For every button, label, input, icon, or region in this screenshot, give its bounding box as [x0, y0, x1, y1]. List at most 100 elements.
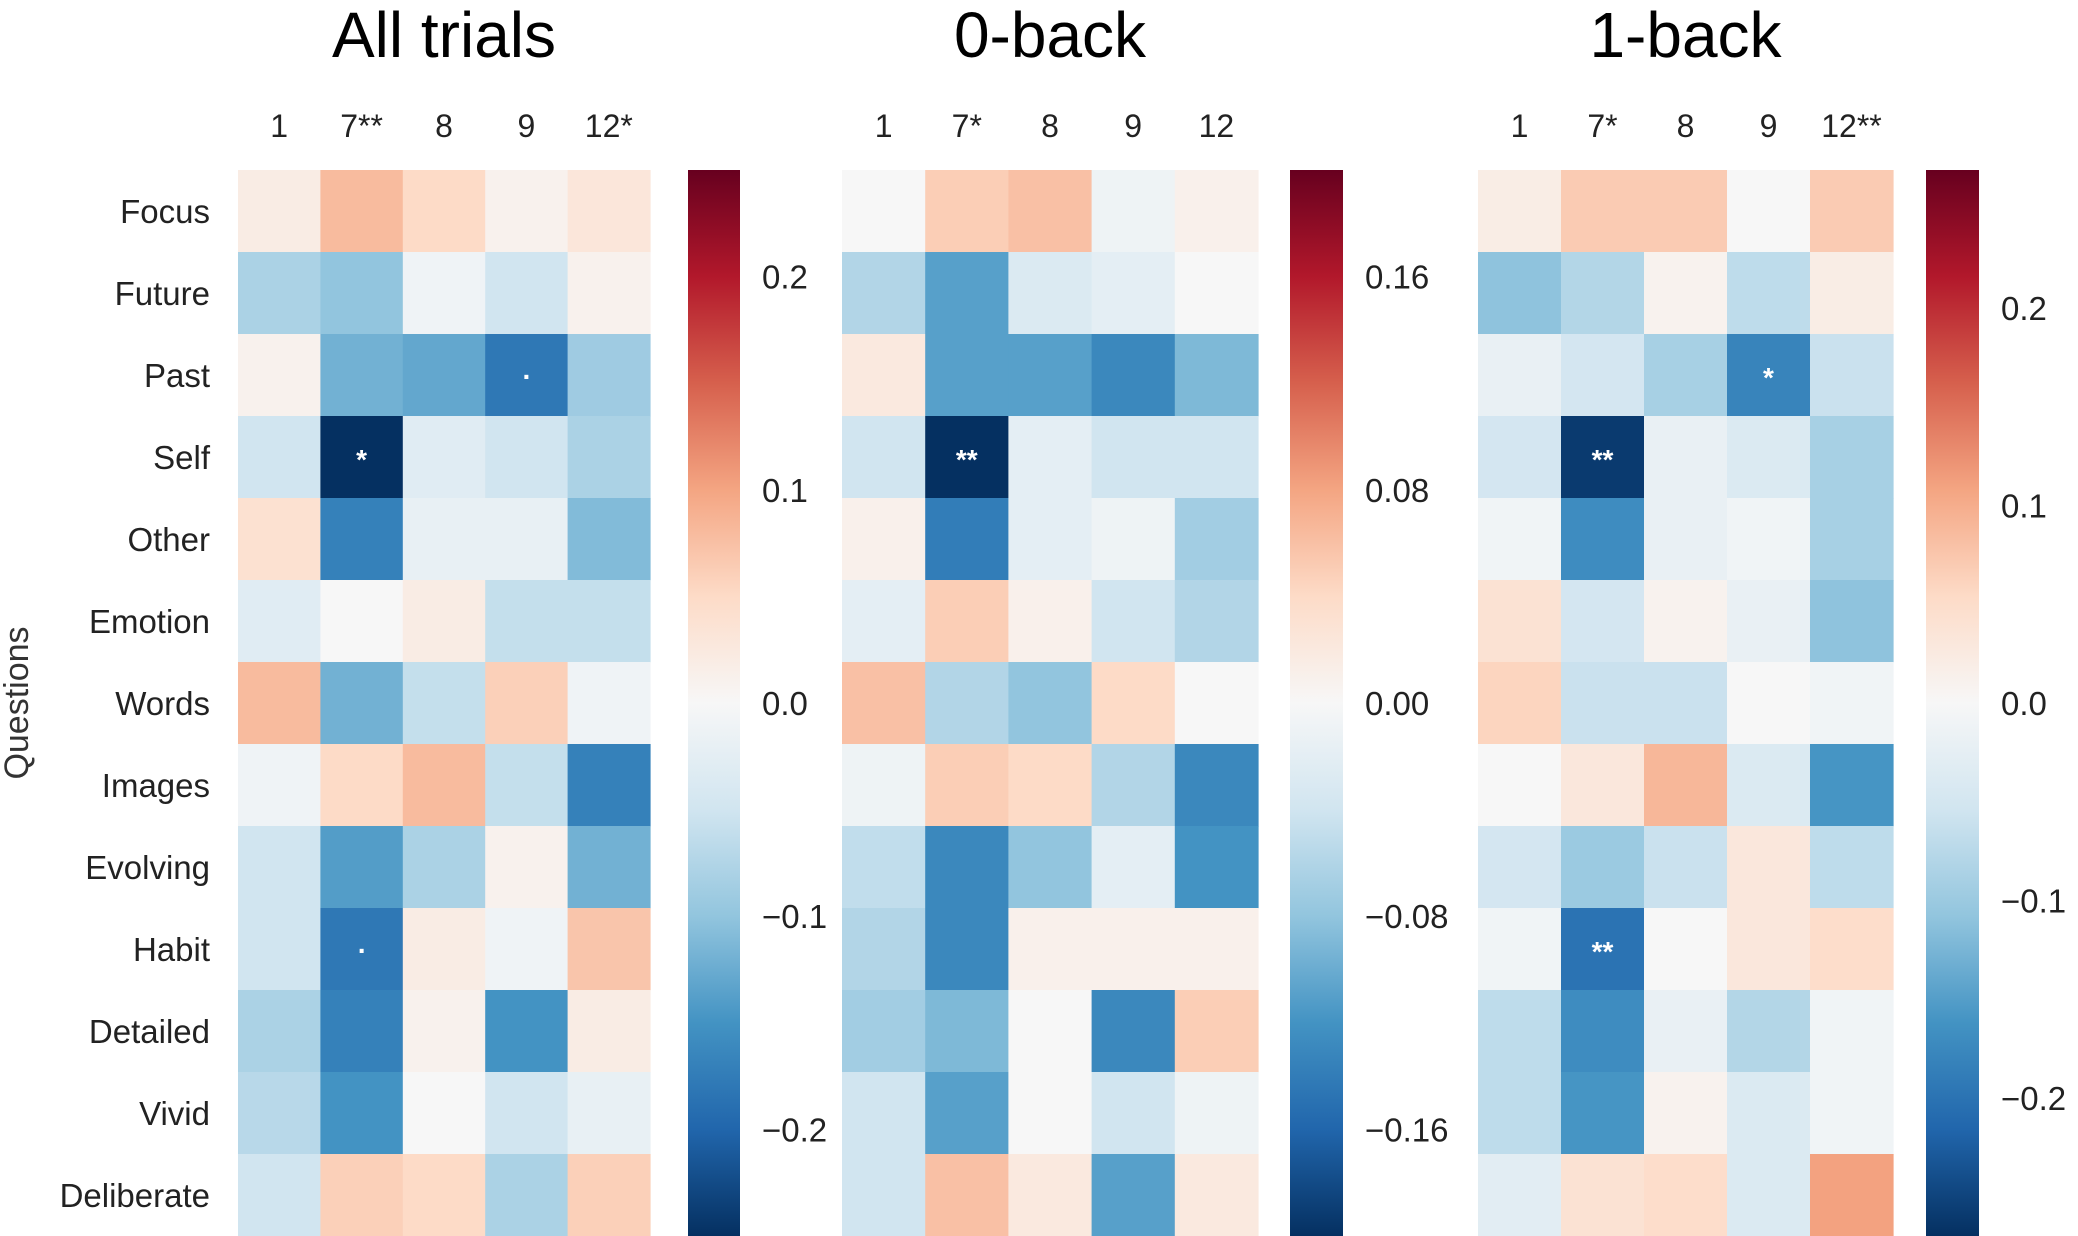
heatmap-cell — [842, 990, 926, 1073]
row-label: Emotion — [89, 603, 210, 640]
heatmap-cell — [1727, 744, 1811, 827]
y-axis-label: Questions — [0, 626, 36, 779]
heatmap-cell — [1008, 990, 1093, 1073]
heatmap-cell — [1174, 662, 1259, 745]
heatmap-cell — [1561, 908, 1645, 991]
heatmap-cell — [1561, 1072, 1645, 1155]
heatmap-panel-2: 0-back 1 7* 8 9 12 ** 0.16 0.08 0.00 −0.08 −0.16 — [842, 0, 1449, 1236]
heatmap-cell — [1727, 252, 1811, 335]
row-label: Words — [115, 685, 210, 722]
heatmap-cell — [402, 744, 486, 827]
heatmap-cell — [485, 580, 569, 663]
heatmap-cell — [1644, 1072, 1728, 1155]
heatmap-cell — [842, 170, 926, 253]
heatmap-cell — [402, 580, 486, 663]
heatmap-cell — [1008, 416, 1093, 499]
heatmap-cell — [485, 744, 569, 827]
colorbar-tick-label: 0.2 — [762, 259, 808, 296]
heatmap-cell — [1091, 908, 1176, 991]
heatmap-cell — [402, 170, 486, 253]
heatmap-cell — [925, 826, 1009, 909]
significance-marker: ** — [956, 444, 978, 475]
heatmap-cell — [1478, 1154, 1562, 1236]
column-label: 7* — [1587, 108, 1617, 144]
heatmap-cell — [1727, 416, 1811, 499]
row-label: Habit — [133, 931, 210, 968]
heatmap-cell — [402, 826, 486, 909]
heatmap-cell — [1478, 908, 1562, 991]
heatmap-cell — [1478, 1072, 1562, 1155]
heatmap-cell — [1478, 826, 1562, 909]
heatmap-cell — [238, 416, 321, 499]
heatmap-cell — [1644, 334, 1728, 417]
heatmap-cell — [1644, 826, 1728, 909]
heatmap-cell — [1008, 498, 1093, 581]
heatmap-cell — [1478, 170, 1562, 253]
heatmap-cell — [1644, 1154, 1728, 1236]
heatmap-cell — [320, 744, 404, 827]
heatmap-cell — [842, 252, 926, 335]
heatmap-cell — [567, 252, 651, 335]
heatmap-cell — [1644, 908, 1728, 991]
heatmap-cell — [1174, 416, 1259, 499]
heatmap-cell — [1174, 252, 1259, 335]
heatmap-cell — [402, 498, 486, 581]
significance-marker: ** — [1592, 936, 1614, 967]
heatmap-cell — [1644, 170, 1728, 253]
heatmap-cell — [1174, 170, 1259, 253]
heatmap-cell — [1644, 580, 1728, 663]
heatmap-cell — [842, 662, 926, 745]
heatmap-cell — [320, 826, 404, 909]
heatmap-cell — [1810, 744, 1894, 827]
heatmap-cell — [1810, 1154, 1894, 1236]
heatmap-cell — [320, 416, 404, 499]
heatmap-cell — [485, 498, 569, 581]
heatmap-cell — [1561, 1154, 1645, 1236]
heatmap-cell — [320, 908, 404, 991]
heatmap-cell — [402, 334, 486, 417]
colorbar-tick-label: −0.2 — [762, 1111, 827, 1148]
heatmap-cell — [567, 416, 651, 499]
heatmap-cell — [925, 1154, 1009, 1236]
heatmap-cell — [925, 744, 1009, 827]
heatmap-cell — [485, 252, 569, 335]
colorbar-tick-label: 0.2 — [2001, 290, 2047, 327]
heatmap-cell — [567, 908, 651, 991]
colorbar — [1290, 170, 1343, 1236]
colorbar-tick-label: −0.2 — [2001, 1080, 2066, 1117]
heatmap-cell — [1644, 662, 1728, 745]
heatmap-cell — [1810, 498, 1894, 581]
heatmap-cell — [238, 1072, 321, 1155]
heatmap-cell — [1091, 170, 1176, 253]
heatmap-cell — [1478, 662, 1562, 745]
heatmap-cell — [1091, 1072, 1176, 1155]
heatmap-cell — [1008, 1154, 1093, 1236]
heatmap-cell — [925, 990, 1009, 1073]
heatmap-cell — [1810, 826, 1894, 909]
heatmap-cell — [925, 334, 1009, 417]
heatmap-cell — [1091, 990, 1176, 1073]
heatmap-cell — [402, 908, 486, 991]
heatmap-cell — [1810, 580, 1894, 663]
row-label: Deliberate — [60, 1177, 210, 1214]
heatmap-cell — [1008, 744, 1093, 827]
heatmap-cell — [485, 1154, 569, 1236]
heatmap-cell — [1561, 170, 1645, 253]
heatmap-cell — [1727, 908, 1811, 991]
significance-marker: . — [523, 354, 531, 385]
row-label: Future — [115, 275, 210, 312]
heatmap-cell — [320, 1154, 404, 1236]
heatmap-cell — [1174, 580, 1259, 663]
heatmap-cell — [567, 744, 651, 827]
significance-marker: * — [356, 444, 367, 475]
heatmap-cell — [238, 908, 321, 991]
heatmap-cell — [238, 170, 321, 253]
heatmap-cell — [1008, 908, 1093, 991]
heatmap-cell — [1091, 580, 1176, 663]
heatmap-cell — [1478, 498, 1562, 581]
column-label: 9 — [1760, 108, 1778, 144]
heatmap-cell — [1810, 990, 1894, 1073]
heatmap-cell — [1810, 334, 1894, 417]
